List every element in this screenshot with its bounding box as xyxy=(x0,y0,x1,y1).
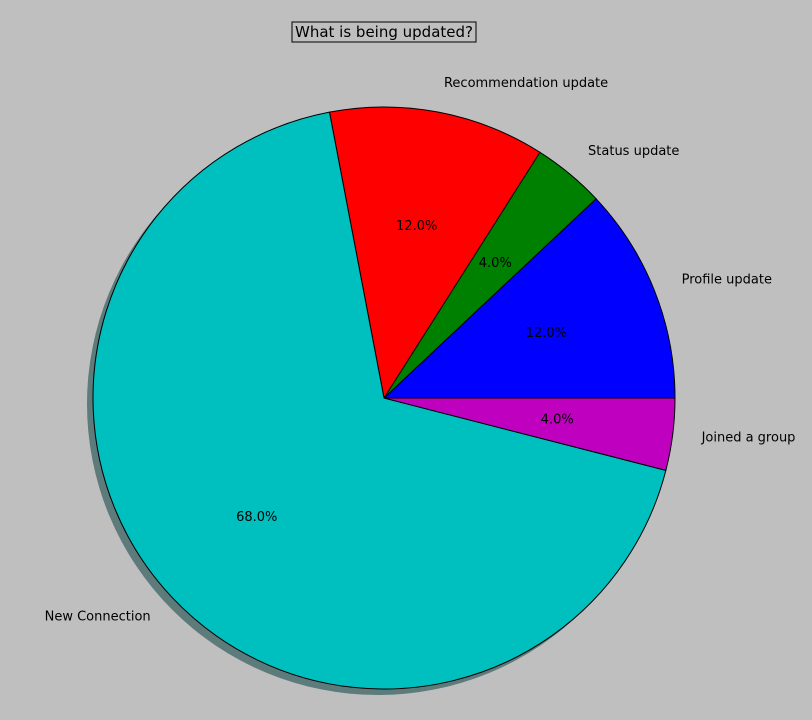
percent-label: 12.0% xyxy=(526,326,567,341)
slice-label: Joined a group xyxy=(701,431,796,446)
slice-label: Recommendation update xyxy=(444,76,608,91)
percent-label: 4.0% xyxy=(479,256,512,271)
pie-slice-new-connection xyxy=(92,111,667,690)
percent-labels: 12.0% 4.0% 12.0% 68.0% 4.0% xyxy=(236,219,574,525)
slice-label: Profile update xyxy=(682,273,772,288)
pie-slice-recommendation-update xyxy=(328,106,541,400)
percent-label: 68.0% xyxy=(236,510,277,525)
percent-label: 4.0% xyxy=(541,412,574,427)
percent-label: 12.0% xyxy=(396,219,437,234)
slice-labels: Profile update Status update Recommendatio… xyxy=(45,76,796,625)
pie-slices xyxy=(92,106,676,690)
pie-slice-joined-a-group xyxy=(383,397,676,471)
title-box xyxy=(291,21,477,43)
pie-slice-profile-update xyxy=(382,198,676,399)
chart-title: What is being updated? xyxy=(291,21,477,43)
slice-label: Status update xyxy=(588,144,679,159)
title-text: What is being updated? xyxy=(295,23,473,41)
slice-label: New Connection xyxy=(45,610,151,625)
